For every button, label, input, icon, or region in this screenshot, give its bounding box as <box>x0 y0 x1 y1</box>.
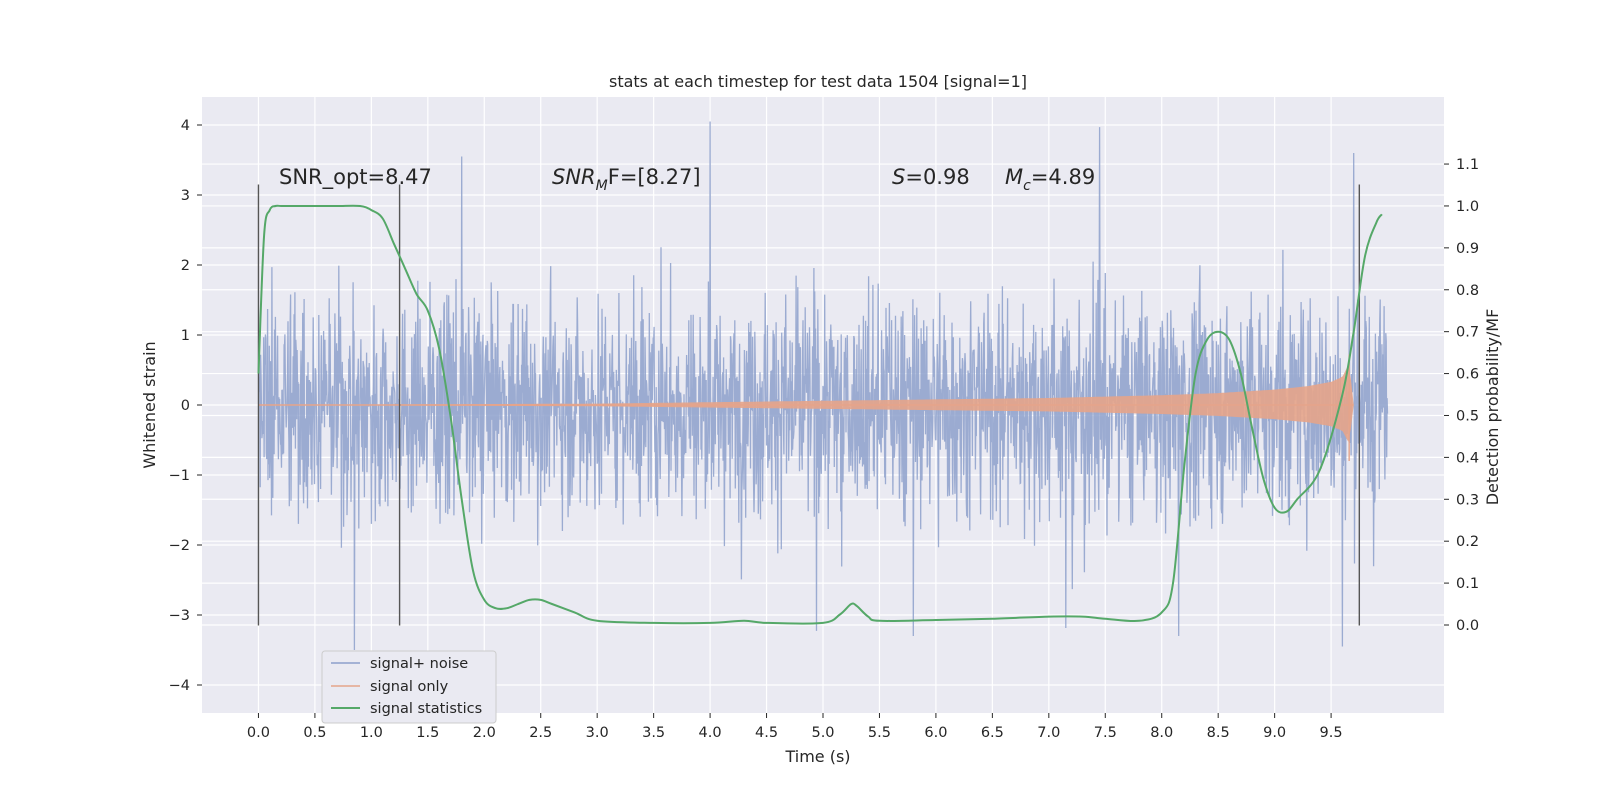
annotation-snr-opt: SNR_opt=8.47 <box>279 165 432 190</box>
x-axis-label: Time (s) <box>784 747 850 766</box>
y2-tick-label: 0.2 <box>1456 534 1479 550</box>
annotation-snr-mf: SNRMF=[8.27] <box>552 165 701 194</box>
x-tick-label: 1.0 <box>360 725 383 741</box>
y-tick-label: 4 <box>181 118 190 134</box>
legend-label-signal-statistics: signal statistics <box>370 701 482 717</box>
y2-tick-label: 0.9 <box>1456 241 1479 257</box>
signal-only-envelope <box>258 365 1354 442</box>
signal-noise-line <box>257 121 1389 651</box>
y2-tick-label: 0.4 <box>1456 450 1479 466</box>
y-tick-label: −3 <box>169 608 190 624</box>
x-tick-label: 3.0 <box>586 725 609 741</box>
x-tick-label: 8.5 <box>1207 725 1230 741</box>
y-tick-label: −1 <box>169 468 190 484</box>
x-tick-label: 5.0 <box>811 725 834 741</box>
x-tick-label: 7.0 <box>1037 725 1060 741</box>
y2-tick-label: 0.5 <box>1456 408 1479 424</box>
series-signal-noise <box>257 121 1389 651</box>
legend-label-signal-only: signal only <box>370 679 449 695</box>
y2-tick-label: 0.6 <box>1456 367 1479 383</box>
y-tick-label: −2 <box>169 538 190 554</box>
x-tick-label: 1.5 <box>416 725 439 741</box>
y2-tick-label: 0.7 <box>1456 325 1479 341</box>
annotation-s: S=0.98 <box>892 165 970 189</box>
y2-tick-label: 0.3 <box>1456 492 1479 508</box>
chart-title: stats at each timestep for test data 150… <box>609 72 1027 91</box>
x-tick-label: 0.0 <box>247 725 270 741</box>
y-tick-label: 1 <box>181 328 190 344</box>
x-tick-label: 3.5 <box>642 725 665 741</box>
x-tick-label: 9.5 <box>1320 725 1343 741</box>
x-tick-label: 5.5 <box>868 725 891 741</box>
y-tick-label: −4 <box>169 678 190 694</box>
legend-box <box>321 650 497 724</box>
x-tick-label: 9.0 <box>1263 725 1286 741</box>
y2-tick-label: 0.0 <box>1456 618 1479 634</box>
series-signal-statistics <box>257 204 1383 625</box>
annotation-mc: Mc=4.89 <box>1005 165 1095 194</box>
y-tick-label: 0 <box>181 398 190 414</box>
x-tick-label: 6.5 <box>981 725 1004 741</box>
legend: signal+ noise signal only signal statist… <box>321 650 497 724</box>
x-tick-label: 8.0 <box>1150 725 1173 741</box>
legend-label-signal-noise: signal+ noise <box>370 656 468 672</box>
series-signal-only <box>258 354 1354 461</box>
y-tick-label: 2 <box>181 258 190 274</box>
x-tick-label: 4.5 <box>755 725 778 741</box>
x-tick-label: 7.5 <box>1094 725 1117 741</box>
axis-ticks: 0.0 0.5 1.0 1.5 2.0 2.5 3.0 3.5 4.0 4.5 5.0 5.5 6.0 6… <box>169 118 1479 741</box>
signal-statistics-line <box>257 204 1383 625</box>
x-tick-label: 2.0 <box>473 725 496 741</box>
x-tick-label: 2.5 <box>529 725 552 741</box>
y2-tick-label: 0.8 <box>1456 283 1479 299</box>
x-tick-label: 0.5 <box>303 725 326 741</box>
y2-axis-label: Detection probability/MF <box>1483 309 1502 506</box>
x-tick-label: 6.0 <box>924 725 947 741</box>
y2-tick-label: 1.0 <box>1456 199 1479 215</box>
y-tick-label: 3 <box>181 188 190 204</box>
y2-tick-label: 1.1 <box>1456 157 1479 173</box>
x-tick-label: 4.0 <box>699 725 722 741</box>
y-axis-label: Whitened strain <box>140 341 159 468</box>
y2-tick-label: 0.1 <box>1456 576 1479 592</box>
